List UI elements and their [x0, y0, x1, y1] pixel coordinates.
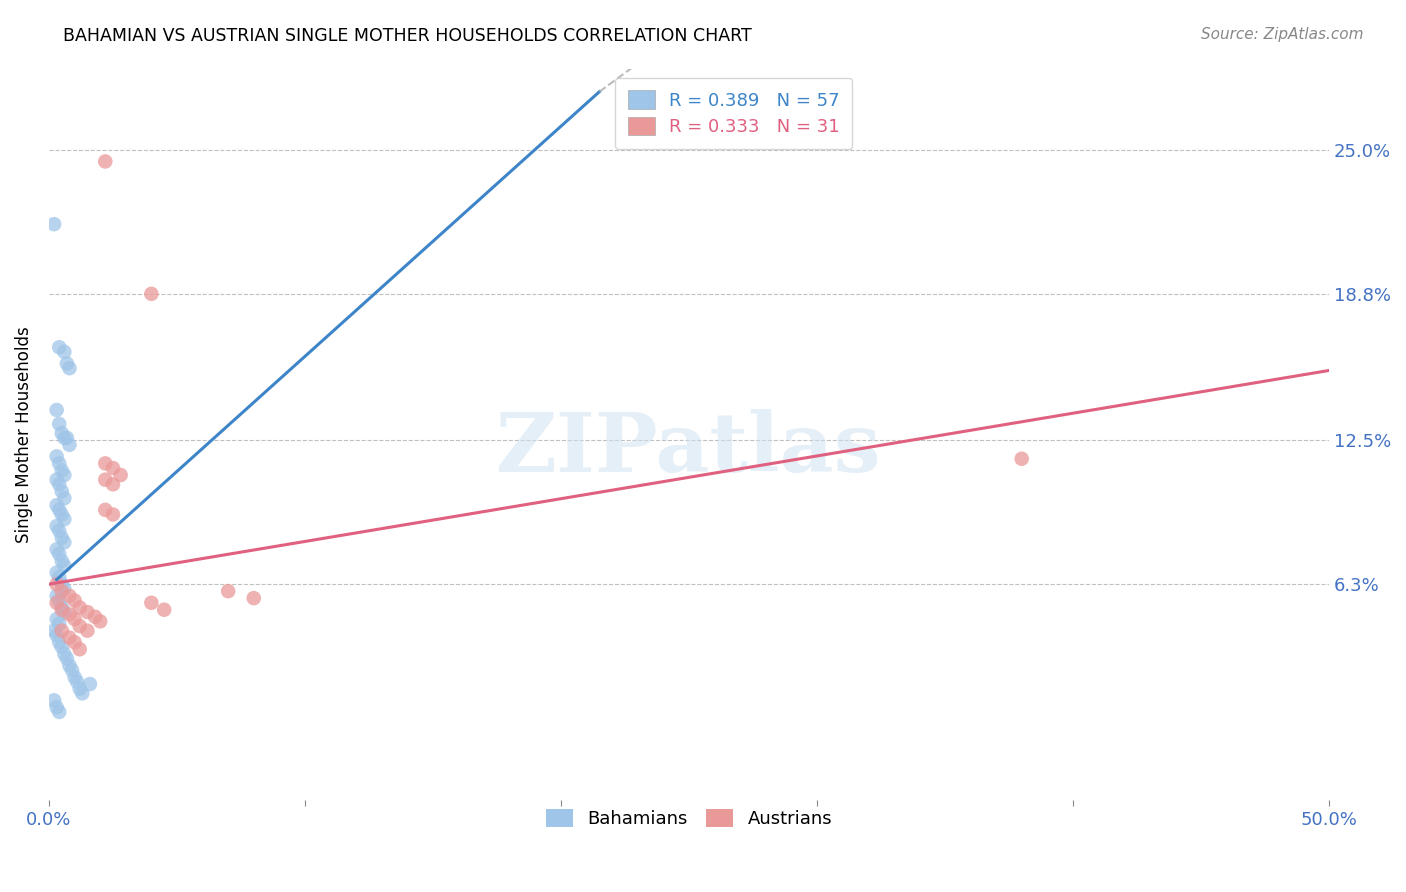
Point [51, 508, 73, 522]
Point [69, 681, 91, 696]
Point [53, 582, 76, 596]
Point [48, 705, 70, 719]
Point [48, 635, 70, 649]
Point [141, 596, 163, 610]
Point [48, 547, 70, 561]
Point [94, 457, 117, 471]
Point [217, 584, 239, 599]
Text: ZIPatlas: ZIPatlas [496, 409, 882, 489]
Point [94, 473, 117, 487]
Point [153, 603, 176, 617]
Point [58, 589, 80, 603]
Point [56, 431, 79, 445]
Point [76, 624, 98, 638]
Point [60, 663, 83, 677]
Point [84, 609, 107, 624]
Point [1011, 451, 1033, 466]
Point [69, 619, 91, 633]
Point [45, 498, 67, 512]
Point [110, 468, 132, 483]
Point [45, 542, 67, 557]
Point [63, 612, 86, 626]
Point [45, 612, 67, 626]
Point [42, 693, 65, 707]
Point [58, 438, 80, 452]
Point [69, 642, 91, 657]
Point [58, 607, 80, 622]
Point [51, 554, 73, 568]
Point [63, 635, 86, 649]
Point [58, 361, 80, 376]
Point [94, 154, 117, 169]
Point [63, 670, 86, 684]
Point [69, 600, 91, 615]
Point [53, 345, 76, 359]
Point [48, 503, 70, 517]
Point [51, 577, 73, 591]
Point [51, 624, 73, 638]
Point [53, 512, 76, 526]
Point [101, 508, 124, 522]
Legend: Bahamians, Austrians: Bahamians, Austrians [538, 801, 839, 835]
Point [48, 524, 70, 538]
Point [48, 616, 70, 631]
Point [101, 477, 124, 491]
Point [45, 577, 67, 591]
Point [56, 651, 79, 665]
Point [48, 457, 70, 471]
Point [42, 217, 65, 231]
Point [58, 631, 80, 645]
Point [45, 566, 67, 580]
Point [45, 589, 67, 603]
Point [53, 605, 76, 619]
Point [53, 491, 76, 506]
Point [51, 584, 73, 599]
Point [53, 535, 76, 549]
Point [76, 605, 98, 619]
Point [56, 357, 79, 371]
Point [51, 600, 73, 615]
Point [48, 593, 70, 607]
Point [45, 473, 67, 487]
Point [45, 450, 67, 464]
Point [53, 647, 76, 661]
Y-axis label: Single Mother Households: Single Mother Households [15, 326, 32, 542]
Point [79, 677, 101, 691]
Text: Source: ZipAtlas.com: Source: ZipAtlas.com [1201, 27, 1364, 42]
Point [48, 417, 70, 431]
Point [66, 674, 89, 689]
Point [48, 570, 70, 584]
Point [45, 596, 67, 610]
Text: BAHAMIAN VS AUSTRIAN SINGLE MOTHER HOUSEHOLDS CORRELATION CHART: BAHAMIAN VS AUSTRIAN SINGLE MOTHER HOUSE… [63, 27, 752, 45]
Point [89, 615, 111, 629]
Point [51, 426, 73, 441]
Point [53, 468, 76, 483]
Point [51, 463, 73, 477]
Point [51, 603, 73, 617]
Point [94, 503, 117, 517]
Point [53, 558, 76, 573]
Point [45, 403, 67, 417]
Point [45, 700, 67, 714]
Point [51, 640, 73, 654]
Point [70, 686, 93, 700]
Point [45, 628, 67, 642]
Point [51, 484, 73, 499]
Point [42, 624, 65, 638]
Point [48, 340, 70, 354]
Point [242, 591, 264, 606]
Point [53, 431, 76, 445]
Point [141, 286, 163, 301]
Point [58, 658, 80, 673]
Point [45, 519, 67, 533]
Point [48, 477, 70, 491]
Point [51, 531, 73, 545]
Point [63, 593, 86, 607]
Point [101, 461, 124, 475]
